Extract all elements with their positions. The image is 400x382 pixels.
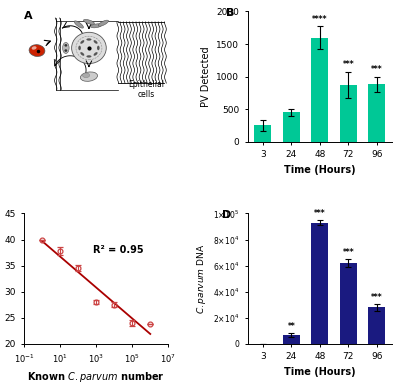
Bar bbox=[340, 85, 357, 142]
Text: ***: *** bbox=[371, 65, 383, 74]
Text: D: D bbox=[222, 210, 231, 220]
Ellipse shape bbox=[86, 38, 92, 40]
Bar bbox=[311, 37, 328, 142]
Ellipse shape bbox=[94, 40, 98, 44]
Circle shape bbox=[72, 32, 106, 63]
Y-axis label: $\mathit{C. parvum}$ DNA: $\mathit{C. parvum}$ DNA bbox=[195, 243, 208, 314]
Text: A: A bbox=[24, 11, 33, 21]
Bar bbox=[340, 263, 357, 344]
X-axis label: Known $\mathit{C. parvum}$ number: Known $\mathit{C. parvum}$ number bbox=[27, 370, 165, 382]
Circle shape bbox=[64, 44, 67, 47]
Text: ***: *** bbox=[371, 293, 383, 302]
Circle shape bbox=[64, 49, 67, 52]
Ellipse shape bbox=[74, 21, 84, 28]
Text: R² = 0.95: R² = 0.95 bbox=[93, 245, 144, 255]
Text: ***: *** bbox=[342, 60, 354, 69]
Text: B: B bbox=[226, 8, 234, 18]
Bar bbox=[368, 84, 386, 142]
Ellipse shape bbox=[86, 55, 92, 58]
Text: ***: *** bbox=[314, 209, 326, 218]
Bar bbox=[283, 335, 300, 344]
Bar bbox=[254, 126, 271, 142]
Ellipse shape bbox=[80, 40, 84, 44]
Ellipse shape bbox=[97, 46, 100, 50]
Ellipse shape bbox=[80, 52, 84, 56]
Ellipse shape bbox=[29, 45, 45, 57]
Bar bbox=[311, 223, 328, 344]
Text: Epithelial
cells: Epithelial cells bbox=[129, 80, 165, 99]
Text: ***: *** bbox=[342, 248, 354, 257]
Y-axis label: PV Detected: PV Detected bbox=[201, 46, 211, 107]
Ellipse shape bbox=[84, 19, 94, 24]
Ellipse shape bbox=[63, 42, 69, 53]
X-axis label: Time (Hours): Time (Hours) bbox=[284, 165, 356, 175]
Ellipse shape bbox=[78, 46, 81, 50]
Bar bbox=[283, 112, 300, 142]
Bar bbox=[368, 307, 386, 344]
Ellipse shape bbox=[82, 73, 90, 78]
Text: ****: **** bbox=[312, 15, 328, 24]
Ellipse shape bbox=[32, 46, 36, 50]
Ellipse shape bbox=[98, 20, 108, 26]
Ellipse shape bbox=[94, 52, 98, 56]
Ellipse shape bbox=[90, 24, 102, 28]
Ellipse shape bbox=[80, 72, 98, 81]
X-axis label: Time (Hours): Time (Hours) bbox=[284, 367, 356, 377]
Text: **: ** bbox=[288, 322, 295, 331]
